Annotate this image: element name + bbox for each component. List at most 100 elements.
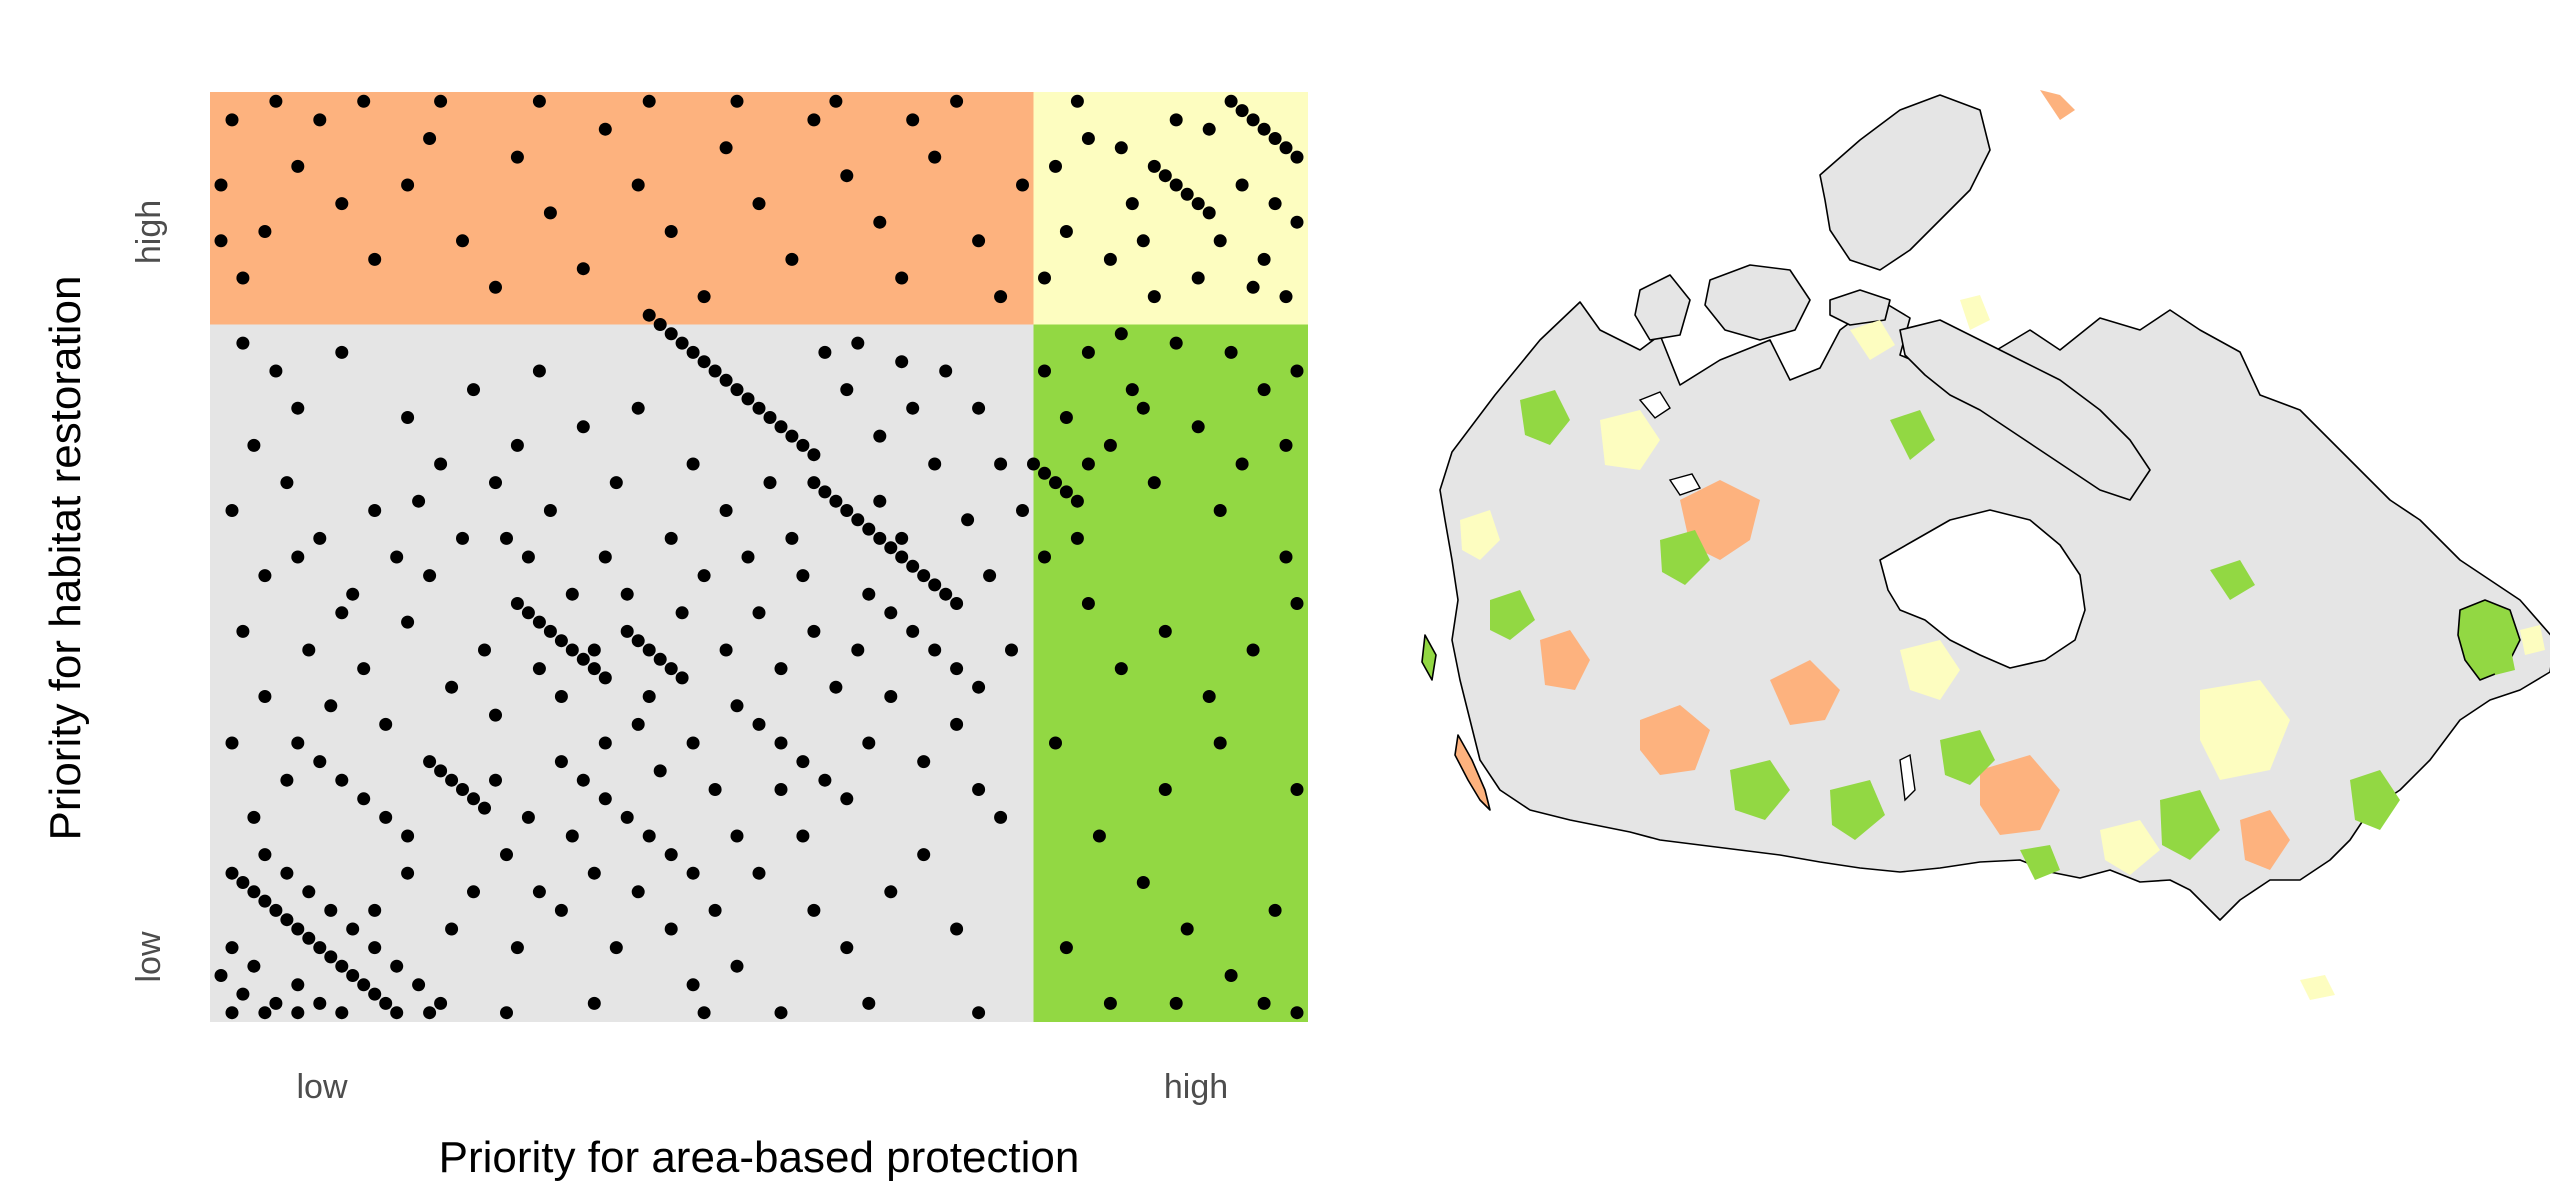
data-point — [774, 736, 788, 750]
data-point — [1290, 150, 1304, 164]
data-point — [1213, 504, 1227, 517]
data-point — [1202, 690, 1216, 703]
data-point — [1125, 383, 1139, 397]
data-point — [1038, 364, 1051, 378]
data-point — [950, 597, 964, 610]
points-layer — [214, 94, 1304, 1020]
data-point — [1049, 476, 1062, 490]
data-point — [763, 476, 777, 490]
data-point — [1136, 234, 1150, 248]
map-region-yellow — [1960, 295, 1990, 330]
map-region-orange — [2040, 90, 2075, 120]
data-point — [401, 615, 415, 629]
data-point — [434, 996, 448, 1010]
data-point — [1279, 290, 1293, 304]
data-point — [1038, 550, 1051, 564]
data-point — [1114, 662, 1128, 676]
data-point — [368, 941, 382, 955]
data-point — [489, 773, 502, 787]
data-point — [510, 941, 524, 955]
map-banks-island — [1634, 274, 1691, 341]
data-point — [851, 336, 865, 350]
data-point — [467, 383, 480, 397]
data-point — [708, 783, 722, 796]
quadrant-low-restoration-low-protection — [210, 324, 1034, 1022]
data-point — [752, 866, 766, 880]
data-point — [214, 969, 228, 982]
data-point — [1114, 327, 1128, 341]
data-point — [818, 773, 832, 787]
data-point — [840, 504, 854, 517]
map-region-green — [1830, 780, 1885, 840]
data-point — [928, 150, 942, 164]
data-point — [576, 773, 590, 787]
data-point — [510, 150, 524, 164]
data-point — [434, 457, 448, 471]
data-point — [368, 987, 382, 1001]
data-point — [401, 866, 415, 880]
data-point — [1257, 122, 1271, 136]
map-region-green — [2210, 560, 2255, 600]
data-point — [1027, 457, 1040, 471]
data-point — [895, 355, 909, 369]
data-point — [379, 810, 393, 824]
map-ellesmere-island — [1819, 94, 1991, 271]
data-point — [653, 764, 667, 778]
map-region-green — [1940, 730, 1995, 785]
data-point — [225, 1006, 239, 1020]
data-point — [478, 801, 491, 815]
data-point — [379, 717, 393, 731]
data-point — [313, 755, 327, 769]
data-point — [532, 885, 546, 899]
data-point — [1147, 476, 1161, 490]
data-point — [324, 699, 338, 713]
data-point — [1268, 197, 1282, 211]
data-point — [719, 643, 733, 657]
map-region-green — [2160, 790, 2220, 860]
map-region-green — [1520, 390, 1570, 445]
data-point — [1103, 996, 1117, 1010]
map-region-orange — [1770, 660, 1840, 725]
data-point — [1180, 922, 1194, 936]
data-point — [554, 755, 568, 769]
map-region-yellow — [2300, 975, 2335, 1000]
data-point — [620, 624, 634, 638]
data-point — [1081, 597, 1095, 610]
data-point — [598, 792, 612, 806]
data-point — [236, 271, 250, 285]
data-point — [258, 690, 272, 703]
data-point — [840, 169, 854, 183]
data-point — [1169, 996, 1183, 1010]
data-point — [642, 690, 656, 703]
data-point — [1202, 206, 1216, 220]
data-point — [500, 1006, 513, 1020]
data-point — [631, 885, 645, 899]
data-point — [576, 652, 590, 666]
data-point — [390, 959, 404, 973]
data-point — [862, 736, 876, 750]
data-point — [280, 773, 294, 787]
map-devon-island — [1829, 289, 1891, 326]
data-point — [587, 866, 601, 880]
data-point — [335, 197, 349, 211]
data-point — [609, 941, 623, 955]
data-point — [1081, 345, 1095, 359]
data-point — [994, 457, 1008, 471]
data-point — [840, 792, 854, 806]
data-point — [291, 922, 305, 936]
data-point — [247, 438, 261, 452]
map-region-green — [1890, 410, 1935, 460]
data-point — [543, 206, 557, 220]
data-point — [1059, 411, 1073, 424]
data-point — [730, 699, 744, 713]
data-point — [972, 1006, 986, 1020]
data-point — [774, 1006, 788, 1020]
data-point — [862, 996, 876, 1010]
data-point — [456, 531, 469, 545]
data-point — [291, 978, 305, 992]
data-point — [1169, 178, 1183, 192]
data-point — [741, 392, 755, 406]
data-point — [664, 225, 678, 238]
map-haida-gwaii — [1421, 634, 1437, 681]
data-point — [631, 401, 645, 415]
